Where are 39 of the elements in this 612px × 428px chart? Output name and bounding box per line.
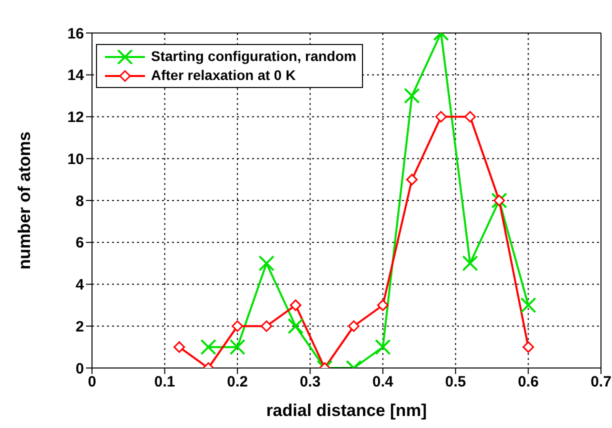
point: [464, 111, 476, 122]
point: [374, 339, 391, 356]
point: [258, 255, 275, 272]
y-tick-label: 14: [67, 67, 85, 84]
point: [232, 320, 244, 332]
point: [200, 339, 216, 356]
legend-label: Starting configuration, random: [151, 47, 356, 66]
x-axis-title: radial distance [nm]: [266, 401, 427, 420]
point: [520, 297, 536, 314]
point: [174, 341, 186, 353]
x-tick-label: 0.1: [154, 374, 176, 391]
point: [522, 341, 534, 353]
y-tick-label: 0: [76, 360, 84, 378]
point: [290, 299, 302, 311]
point: [260, 320, 272, 332]
x-tick-label: 0.5: [445, 374, 466, 391]
point: [406, 174, 418, 186]
y-axis-title: number of atoms: [15, 132, 34, 270]
y-tick-label: 12: [67, 109, 84, 126]
y-tick-label: 10: [67, 150, 84, 168]
legend-label: After relaxation at 0 K: [151, 66, 296, 85]
point: [229, 339, 246, 356]
y-tick-label: 6: [76, 234, 84, 252]
y-tick-label: 8: [76, 192, 84, 210]
x-tick-label: 0.2: [227, 374, 248, 391]
y-tick-label: 16: [67, 25, 84, 42]
point: [288, 318, 304, 334]
point: [404, 88, 420, 104]
point: [377, 299, 389, 311]
x-tick-label: 0.4: [372, 374, 394, 391]
point: [462, 255, 478, 272]
x-tick-label: 0.7: [590, 374, 612, 391]
point: [435, 111, 447, 122]
x-tick-label: 0.3: [300, 374, 321, 391]
x-tick-label: 0.6: [518, 374, 539, 391]
point: [348, 320, 360, 332]
x-tick-label: 0: [88, 374, 96, 391]
y-tick-label: 4: [76, 276, 85, 294]
y-tick-label: 2: [76, 318, 84, 336]
